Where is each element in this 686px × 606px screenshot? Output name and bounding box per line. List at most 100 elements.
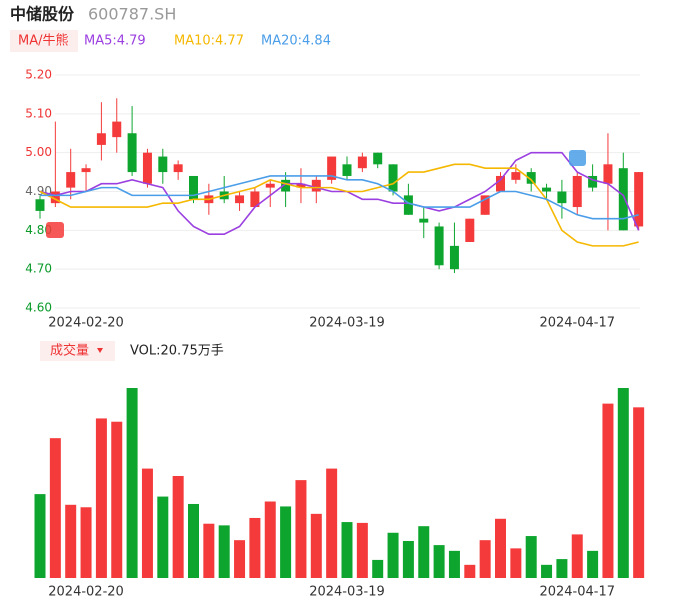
volume-bar: [111, 421, 123, 578]
candle-body: [357, 156, 367, 169]
ma-button[interactable]: MA/牛熊: [18, 33, 69, 49]
candle-body: [66, 172, 76, 188]
volume-bar: [218, 525, 230, 578]
volume-bar: [34, 494, 46, 578]
x-tick-label: 2024-02-20: [48, 316, 124, 331]
volume-bar: [80, 507, 92, 578]
volume-bar: [587, 550, 599, 578]
candle-body: [50, 191, 60, 204]
volume-bar: [402, 540, 414, 578]
candle-body: [296, 183, 306, 188]
volume-bar: [295, 480, 307, 578]
candle-body: [112, 121, 122, 138]
candle-body: [603, 164, 613, 184]
ma-line: [39, 163, 639, 247]
volume-button[interactable]: 成交量: [50, 343, 89, 359]
volume-button-bg[interactable]: [40, 341, 115, 361]
volume-bar: [617, 388, 629, 578]
volume-bar: [602, 403, 614, 578]
candle-body: [618, 168, 628, 231]
volume-bar: [249, 517, 261, 578]
candle-body: [511, 172, 521, 180]
candle-body: [449, 245, 459, 270]
volume-bar: [464, 564, 476, 578]
candle-body: [142, 152, 152, 184]
ma-line: [40, 175, 639, 220]
volume-bar: [387, 532, 399, 578]
candle-body: [588, 175, 598, 188]
ma5-label: MA5:4.79: [84, 34, 146, 49]
volume-bar: [556, 559, 568, 578]
candle-body: [557, 191, 567, 204]
candle-body: [526, 172, 536, 184]
candle-body: [189, 175, 198, 200]
candle-body: [465, 218, 475, 242]
x-tick-label: 2024-02-20: [48, 585, 124, 600]
volume-bar: [310, 513, 322, 578]
ma-line: [39, 151, 640, 236]
volume-value: VOL:20.75万手: [130, 344, 224, 359]
x-tick-label: 2024-04-17: [539, 316, 615, 331]
dropdown-arrow: [97, 348, 103, 353]
volume-bar: [525, 536, 537, 578]
ma10-label: MA10:4.77: [174, 34, 244, 49]
volume-bar: [433, 545, 445, 578]
x-tick-label: 2024-03-19: [309, 585, 385, 600]
volume-bar: [356, 522, 368, 578]
volume-bar: [157, 496, 169, 578]
volume-bar: [479, 540, 491, 578]
volume-bar: [188, 503, 199, 578]
candle-body: [281, 179, 291, 192]
volume-bar: [510, 548, 522, 578]
ma20-label: MA20:4.84: [261, 34, 331, 49]
candle-body: [403, 195, 413, 215]
candle-body: [35, 199, 45, 211]
candle-body: [127, 133, 137, 173]
candle-body: [634, 172, 644, 227]
volume-bar: [234, 540, 246, 578]
candle-body: [434, 226, 444, 266]
candle-body: [327, 156, 337, 180]
y-tick-label: 5.10: [25, 106, 52, 120]
volume-bar: [448, 550, 460, 578]
volume-bar: [495, 518, 506, 578]
y-tick-label: 4.80: [25, 223, 52, 237]
volume-bar: [126, 388, 138, 578]
volume-bar: [49, 438, 61, 578]
volume-bar: [418, 526, 430, 578]
volume-bar: [65, 504, 77, 578]
y-tick-label: 4.60: [25, 301, 52, 315]
candle-body: [572, 175, 582, 208]
bear-marker: [569, 150, 586, 166]
candle-body: [311, 179, 321, 192]
x-tick-label: 2024-04-17: [539, 585, 615, 600]
y-tick-label: 5.00: [25, 145, 52, 159]
stock-name: 中储股份: [10, 5, 75, 24]
volume-bar: [280, 506, 292, 578]
candle-body: [419, 218, 429, 223]
volume-bar: [372, 559, 384, 578]
candle-body: [373, 152, 383, 165]
volume-bar: [203, 523, 215, 578]
candle-body: [173, 164, 183, 173]
stock-code: 600787.SH: [88, 5, 176, 24]
volume-bar: [326, 468, 338, 578]
candle-body: [235, 195, 245, 204]
y-tick-label: 5.20: [25, 68, 52, 82]
volume-bar: [341, 522, 353, 578]
volume-bar: [95, 418, 107, 578]
candle-body: [96, 133, 106, 145]
candle-body: [265, 183, 275, 188]
ma-button-bg[interactable]: [10, 30, 78, 52]
candle-body: [158, 156, 168, 173]
candle-body: [342, 164, 352, 176]
volume-bar: [571, 534, 583, 578]
y-tick-label: 4.70: [25, 262, 52, 276]
x-tick-label: 2024-03-19: [309, 316, 385, 331]
candle-body: [388, 164, 398, 192]
candle-body: [480, 195, 490, 215]
bull-marker: [46, 222, 64, 238]
volume-bar: [264, 501, 276, 578]
candle-body: [542, 187, 552, 192]
volume-bar: [541, 564, 553, 578]
